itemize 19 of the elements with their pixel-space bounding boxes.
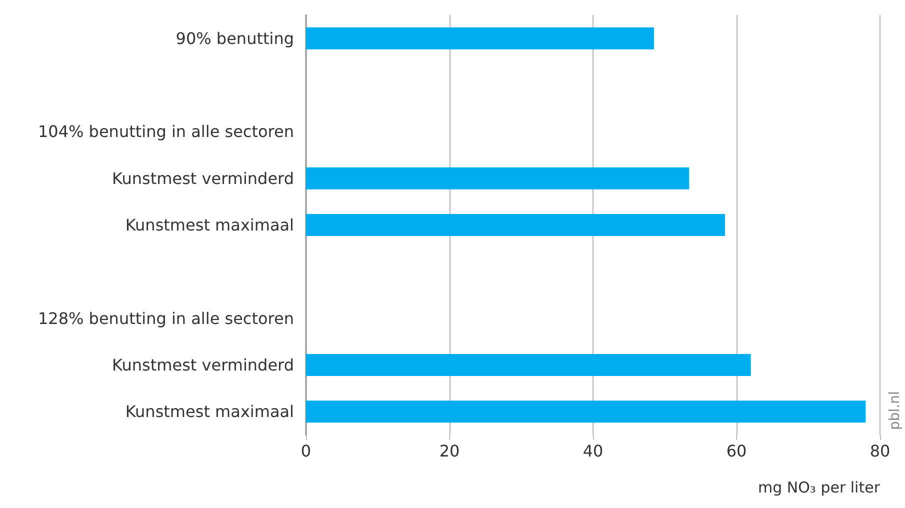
x-tick-label: 0 — [300, 442, 312, 460]
bar — [306, 354, 751, 376]
y-tick-label: 90% benutting — [176, 28, 294, 48]
x-axis-title: mg NO₃ per liter — [758, 478, 881, 496]
y-tick-label: 128% benutting in alle sectoren — [38, 308, 294, 328]
x-tick-label: 20 — [439, 442, 460, 460]
y-tick-label: Kunstmest maximaal — [125, 216, 294, 234]
y-tick-label: Kunstmest verminderd — [112, 356, 294, 374]
x-tick-label: 40 — [582, 442, 604, 460]
y-tick-label: Kunstmest maximaal — [125, 402, 294, 422]
bar — [306, 167, 690, 190]
x-tick-label: 60 — [726, 442, 747, 460]
bar — [306, 27, 654, 50]
y-tick-label: 104% benutting in alle sectoren — [38, 122, 294, 142]
bar — [306, 214, 726, 236]
bar — [306, 400, 866, 423]
text: pbl.nl — [887, 391, 903, 430]
y-tick-label: Kunstmest verminderd — [112, 168, 294, 188]
x-tick-label: 80 — [870, 442, 890, 460]
